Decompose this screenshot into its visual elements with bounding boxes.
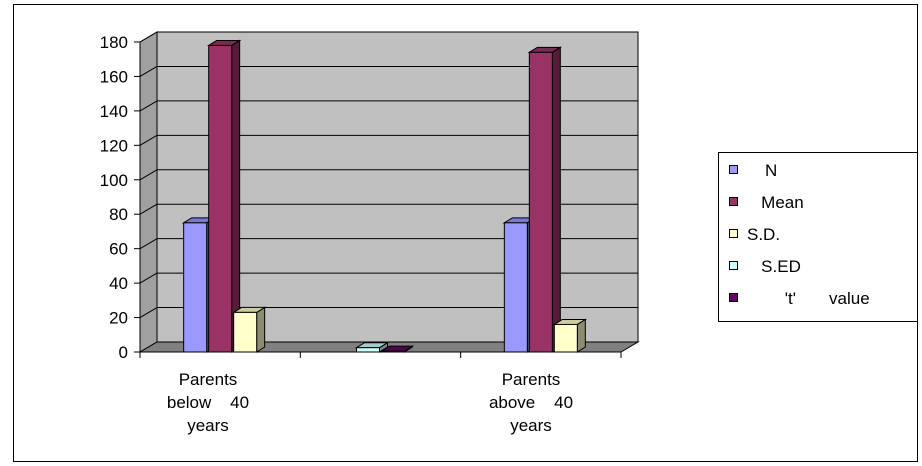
legend-label-n: N (765, 161, 778, 180)
gridline-side (139, 134, 158, 146)
legend-swatch-sed (729, 261, 738, 270)
bar-mean-2 (528, 51, 553, 353)
legend-label-t-value: 't' value (747, 289, 870, 308)
y-tick-label: 180 (100, 33, 128, 52)
legend-label-sed: S.ED (747, 257, 801, 276)
bar-s-d-0 (233, 311, 258, 353)
legend-swatch-n (729, 165, 738, 174)
y-tick-label: 160 (100, 67, 128, 86)
legend-swatch-sd (729, 229, 738, 238)
legend-item-mean: Mean (719, 193, 919, 213)
y-tick-label: 80 (109, 205, 128, 224)
bar-s-ed-1 (356, 347, 380, 353)
legend-swatch-t-value (729, 293, 738, 302)
x-tick-label-below-40: Parents below 40 years (166, 370, 250, 435)
legend-swatch-mean (729, 197, 738, 206)
legend-label-sd: S.D. (747, 225, 781, 244)
y-tick-label: 20 (109, 309, 128, 328)
gridline-side (139, 31, 158, 43)
legend: N Mean S.D. S.ED 't' value (718, 152, 918, 322)
legend-item-sd: S.D. (719, 225, 919, 245)
bar-n-0 (183, 222, 208, 353)
gridline-side (139, 238, 158, 250)
bar-s-d-2-side (576, 318, 586, 353)
bar-mean-0 (208, 44, 233, 353)
bar-s-d-0-side (256, 306, 266, 353)
gridline-side (139, 66, 158, 77)
bar-mean-2-side (551, 46, 561, 353)
gridline-side (139, 100, 158, 112)
y-tick-label: 100 (100, 171, 128, 190)
gridline-side (139, 307, 158, 318)
y-tick-label: 60 (109, 240, 128, 259)
y-tick-label: 120 (100, 136, 128, 155)
bar-n-2 (503, 222, 528, 353)
gridline-side (139, 203, 158, 215)
legend-item-t-value: 't' value (719, 289, 919, 309)
legend-label-mean: Mean (747, 193, 804, 212)
gridline-side (139, 169, 158, 181)
plot-side-wall (139, 31, 158, 353)
y-tick-label: 40 (109, 274, 128, 293)
legend-item-n: N (719, 161, 919, 181)
bar-s-d-2 (553, 323, 578, 353)
bar-t-value-1 (381, 350, 405, 353)
x-tick-label-above-40: Parents above 40 years (488, 370, 574, 435)
bar-mean-0-side (231, 39, 241, 353)
y-tick-label: 140 (100, 102, 128, 121)
gridline-side (139, 272, 158, 284)
legend-item-sed: S.ED (719, 257, 919, 277)
y-tick-label: 0 (119, 343, 128, 362)
